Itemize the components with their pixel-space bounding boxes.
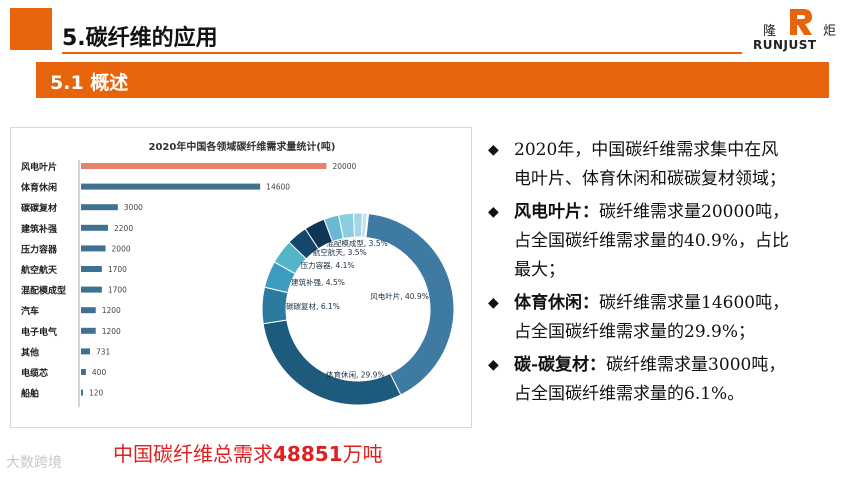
diamond-bullet-icon: ◆ [488,204,499,220]
diamond-bullet-icon: ◆ [488,295,499,311]
logo-cn-right: 炬 [823,24,837,39]
total-prefix: 中国碳纤维总需求 [113,442,273,466]
section-title: 5.碳纤维的应用 [62,26,218,51]
bar-value-label: 3000 [124,203,143,212]
bar-value-label: 20000 [332,162,356,171]
bar-category-label: 体育休闲 [21,182,57,194]
bar-mark [81,224,108,231]
bar-value-label: 1700 [108,286,127,295]
bullet-item: ◆ 2020年，中国碳纤维需求集中在风 电叶片、体育休闲和碳碳复材领域； [488,136,828,194]
donut-slice [262,319,402,406]
donut-slice-label: 碳碳复材, 6.1% [286,301,340,311]
bar-mark [81,163,327,169]
subsection-title: 5.1 概述 [50,72,129,94]
bar-value-label: 120 [89,389,104,398]
corner-accent-square [10,8,52,50]
bar-value-label: 400 [92,368,107,377]
bullet-lead: 碳-碳复材： [514,355,607,375]
bullet-item: ◆ 体育休闲：碳纤维需求量14600吨， 占全国碳纤维需求量的29.9%； [488,289,828,347]
donut-slice-label: 混配模成型, 3.5% [326,238,387,248]
logo-en: RUNJUST [753,38,817,52]
bar-category-label: 电子电气 [21,326,57,338]
donut-slice [261,286,289,325]
bullet-line: 2020年，中国碳纤维需求集中在风 [514,140,779,160]
total-demand-caption: 中国碳纤维总需求48851万吨 [113,438,383,467]
bar-value-label: 1200 [102,306,121,315]
donut-chart-layer: 风电叶片, 40.9% 体育休闲, 29.9% 碳碳复材, 6.1% 建筑补强, 4.… [261,212,455,406]
bar-category-label: 压力容器 [21,243,58,255]
bar-category-label: 建筑补强 [21,223,57,235]
bar-category-label: 船舶 [21,388,39,400]
donut-slice-label: 航空航天, 3.5% [313,247,367,257]
bar-mark [81,286,102,293]
donut-slice [364,212,370,238]
bar-value-label: 2200 [114,224,133,233]
bullet-line: 占全国碳纤维需求量的6.1%。 [514,384,745,404]
bar-mark [81,327,96,334]
bullet-line: 占全国碳纤维需求量的29.9%； [514,322,756,342]
bar-value-label: 731 [96,347,111,356]
bullet-line: 碳纤维需求量20000吨， [599,202,790,222]
bar-value-label: 1700 [108,265,127,274]
donut-slice-label: 风电叶片, 40.9% [370,291,429,301]
bar-mark [81,307,96,314]
bar-category-label: 混配模成型 [21,285,66,297]
bar-mark [81,266,102,272]
diamond-bullet-icon: ◆ [488,357,499,373]
total-number: 48851 [273,442,343,466]
bullet-line: 电叶片、体育休闲和碳碳复材领域； [514,169,786,189]
bar-mark [81,389,83,396]
donut-slice-label: 压力容器, 4.1% [301,260,355,270]
subsection-bar: 5.1 概述 [36,62,829,98]
demand-chart: 2020年中国各领域碳纤维需求量统计(吨) 风电叶片 20000 体育休闲 14600… [21,140,455,408]
bar-mark [81,245,106,252]
bar-mark [81,183,261,190]
donut-slice-label: 体育休闲, 29.9% [326,370,385,380]
donut-slice-label: 建筑补强, 4.5% [291,277,345,287]
bar-value-label: 1200 [102,327,121,336]
bullet-lead: 体育休闲： [514,293,599,313]
bar-category-label: 碳碳复材 [21,202,57,214]
bullet-line: 占全国碳纤维需求量的40.9%，占比 [514,231,790,251]
runjust-logo: 隆 炬 RUNJUST [745,6,857,54]
bar-value-label: 2000 [112,244,131,253]
logo-mark-icon [790,9,812,35]
bar-category-label: 其他 [21,346,39,358]
bar-category-label: 风电叶片 [21,161,57,173]
bar-value-label: 14600 [266,183,290,192]
diamond-bullet-icon: ◆ [488,142,499,158]
watermark-text: 大数跨境 [6,455,62,471]
bullet-lead: 风电叶片： [514,202,599,222]
bar-chart-layer: 风电叶片 20000 体育休闲 14600 碳碳复材 3000 建筑补强 2200 压力容器 20… [21,160,357,408]
bullet-item: ◆ 风电叶片：碳纤维需求量20000吨， 占全国碳纤维需求量的40.9%，占比 … [488,198,828,285]
bar-category-label: 电缆芯 [21,367,48,379]
bullet-line: 碳纤维需求量3000吨， [606,355,786,375]
bullet-item: ◆ 碳-碳复材：碳纤维需求量3000吨， 占全国碳纤维需求量的6.1%。 [488,351,828,409]
chart-image-frame: 2020年中国各领域碳纤维需求量统计(吨) 风电叶片 20000 体育休闲 14600… [10,127,472,428]
bullet-list: ◆ 2020年，中国碳纤维需求集中在风 电叶片、体育休闲和碳碳复材领域； ◆ 风… [488,136,828,409]
bullet-line: 最大； [514,260,565,280]
bar-mark [81,204,118,211]
bar-mark [81,369,86,375]
chart-title: 2020年中国各领域碳纤维需求量统计(吨) [149,140,336,153]
bar-category-label: 汽车 [21,305,39,317]
logo-cn-left: 隆 [763,24,777,39]
bar-category-label: 航空航天 [21,264,58,276]
total-suffix: 万吨 [342,442,383,466]
header-divider [62,52,742,54]
bar-mark [81,348,90,355]
bullet-line: 碳纤维需求量14600吨， [599,293,790,313]
